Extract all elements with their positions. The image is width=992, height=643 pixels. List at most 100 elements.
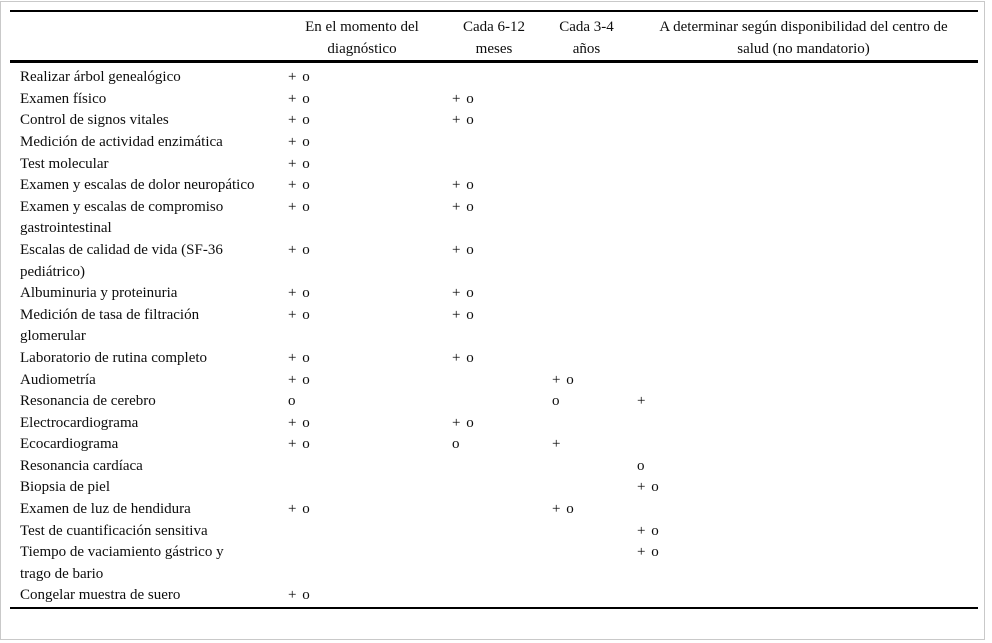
mark-cell [444,585,544,608]
mark-cell [629,434,978,456]
mark-cell: + o [452,198,474,215]
row-label: Test molecular [20,155,109,172]
mark-cell [629,499,978,521]
mark-cell: + [637,393,646,410]
table-row: Audiometría + o + o [10,370,978,392]
mark-cell: + o [288,155,310,172]
mark-cell: + o [288,112,310,129]
mark-cell: + o [288,90,310,107]
mark-cell: + o [288,133,310,150]
mark-cell [544,477,629,499]
table-body: Realizar árbol genealógico + o Examen fí… [10,62,978,608]
mark-cell [544,456,629,478]
header-col-center-availability: A determinar según disponibilidad del ce… [629,11,978,62]
mark-cell [280,456,444,478]
mark-cell [444,132,544,154]
row-label: Ecocardiograma [20,436,119,453]
mark-cell [280,477,444,499]
mark-cell [544,62,629,89]
mark-cell: + o [288,306,310,323]
table-row: Examen y escalas de compromiso gastroint… [10,197,978,240]
mark-cell: o [552,393,560,410]
mark-cell: + o [288,177,310,194]
mark-cell [629,62,978,89]
mark-cell [544,175,629,197]
table-row: Medición de actividad enzimática + o [10,132,978,154]
row-label: Examen y escalas de dolor neuropático [20,177,255,194]
row-label: Examen de luz de hendidura [20,501,191,518]
mark-cell: + o [288,285,310,302]
header-line: En el momento del [305,19,419,35]
mark-cell: + o [288,198,310,215]
mark-cell: + o [552,371,574,388]
row-label: Realizar árbol genealógico [20,69,181,86]
table-row: Examen de luz de hendidura + o + o [10,499,978,521]
mark-cell: + o [288,587,310,604]
mark-cell: + o [452,414,474,431]
mark-cell [544,283,629,305]
mark-cell: + [552,436,561,453]
mark-cell [544,305,629,348]
row-label: Escalas de calidad de vida (SF-36 pediát… [20,241,223,280]
mark-cell [629,283,978,305]
mark-cell [629,585,978,608]
header-line: meses [475,40,513,57]
mark-cell: + o [288,436,310,453]
mark-cell [544,413,629,435]
mark-cell: + o [637,544,659,561]
mark-cell [629,110,978,132]
mark-cell [544,89,629,111]
row-label: Examen y escalas de compromiso gastroint… [20,198,224,237]
table-row: Resonancia de cerebro o o + [10,391,978,413]
table-row: Electrocardiograma + o + o [10,413,978,435]
row-label: Congelar muestra de suero [20,587,181,604]
mark-cell [280,521,444,543]
mark-cell [544,132,629,154]
mark-cell: + o [552,501,574,518]
mark-cell [444,542,544,585]
mark-cell [544,585,629,608]
table-row: Escalas de calidad de vida (SF-36 pediát… [10,240,978,283]
mark-cell [629,132,978,154]
mark-cell [544,154,629,176]
header-col-items [10,11,280,62]
row-label: Resonancia de cerebro [20,393,156,410]
mark-cell [444,521,544,543]
table-header: En el momento del diagnóstico Cada 6-12 … [10,11,978,62]
mark-cell: o [288,393,296,410]
row-label: Test de cuantificación sensitiva [20,522,208,539]
mark-cell: + o [452,285,474,302]
mark-cell [444,391,544,413]
table-header-row: En el momento del diagnóstico Cada 6-12 … [10,11,978,62]
mark-cell [544,240,629,283]
table-row: Laboratorio de rutina completo + o + o [10,348,978,370]
table-row: Ecocardiograma + o o + [10,434,978,456]
table-row: Examen físico + o + o [10,89,978,111]
header-col-every-6-12-months: Cada 6-12 meses [444,11,544,62]
header-line: A determinar según disponibilidad del ce… [659,19,948,35]
mark-cell [444,370,544,392]
table-row: Resonancia cardíaca o [10,456,978,478]
header-line: años [572,40,601,57]
mark-cell [544,521,629,543]
mark-cell [444,499,544,521]
table-row: Congelar muestra de suero + o [10,585,978,608]
header-line: salud (no mandatorio) [737,40,870,57]
table-row: Test de cuantificación sensitiva + o [10,521,978,543]
table-row: Tiempo de vaciamiento gástrico y trago d… [10,542,978,585]
mark-cell [444,154,544,176]
mark-cell [629,370,978,392]
table-row: Control de signos vitales + o + o [10,110,978,132]
row-label: Tiempo de vaciamiento gástrico y trago d… [20,544,224,582]
mark-cell [629,413,978,435]
row-label: Biopsia de piel [20,479,110,496]
mark-cell: + o [288,241,310,258]
mark-cell [629,89,978,111]
table-row: Albuminuria y proteinuria + o + o [10,283,978,305]
row-label: Control de signos vitales [20,112,169,129]
mark-cell: + o [452,306,474,323]
row-label: Medición de actividad enzimática [20,133,223,150]
row-label: Laboratorio de rutina completo [20,349,208,366]
mark-cell: o [637,457,645,474]
mark-cell [629,348,978,370]
